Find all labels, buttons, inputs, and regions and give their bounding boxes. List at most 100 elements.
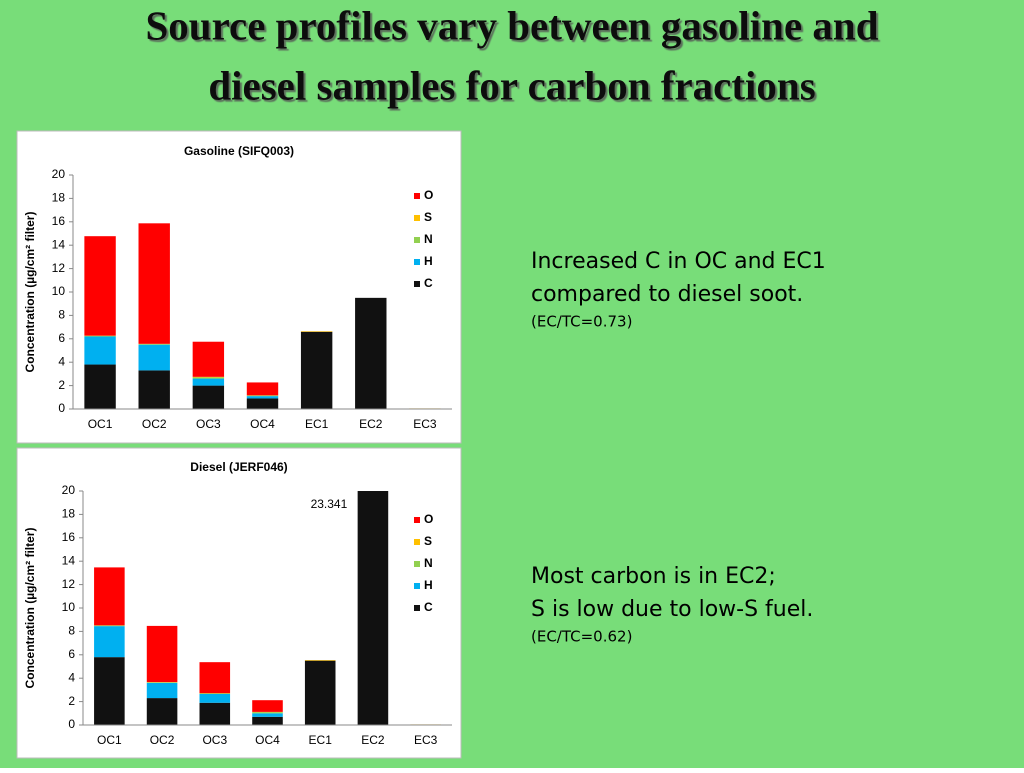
bar-segment: [139, 345, 170, 371]
x-tick-label: EC3: [414, 733, 438, 747]
note: compared to diesel soot.: [531, 282, 803, 307]
bar-segment: [94, 657, 125, 725]
bar-segment: [301, 331, 332, 332]
x-tick-label: EC2: [361, 733, 385, 747]
data-label: 23.341: [311, 497, 348, 511]
x-tick-label: OC2: [142, 417, 167, 431]
y-tick-label: 20: [52, 167, 66, 181]
bar-segment: [301, 332, 332, 409]
note-small: (EC/TC=0.62): [531, 628, 632, 646]
bar-segment: [193, 379, 224, 386]
x-tick-label: EC2: [359, 417, 383, 431]
legend-swatch: [414, 281, 420, 287]
y-tick-label: 14: [62, 553, 76, 567]
x-tick-label: OC3: [202, 733, 227, 747]
legend-label: C: [424, 276, 433, 290]
bar-segment: [193, 342, 224, 377]
bar-segment: [247, 396, 278, 397]
bar-segment: [193, 377, 224, 378]
legend-label: N: [424, 232, 433, 246]
bar-segment: [94, 626, 125, 657]
x-tick-label: OC3: [196, 417, 221, 431]
legend-label: S: [424, 210, 432, 224]
bar-segment: [247, 396, 278, 398]
bar-segment: [193, 377, 224, 378]
y-tick-label: 8: [68, 624, 75, 638]
legend-label: N: [424, 556, 433, 570]
legend-swatch: [414, 215, 420, 221]
legend-swatch: [414, 561, 420, 567]
y-tick-label: 12: [52, 261, 66, 275]
bar-segment: [199, 703, 230, 725]
note: Increased C in OC and EC1: [531, 249, 826, 274]
bar-segment: [147, 698, 178, 725]
bar-segment: [252, 713, 283, 717]
y-tick-label: 12: [62, 577, 76, 591]
legend-swatch: [414, 237, 420, 243]
bar-segment: [252, 700, 283, 712]
x-tick-label: EC1: [309, 733, 333, 747]
x-tick-label: OC4: [250, 417, 275, 431]
bar-segment: [247, 382, 278, 395]
y-tick-label: 10: [52, 284, 66, 298]
bar-segment: [252, 717, 283, 725]
bar-segment: [193, 386, 224, 409]
bar-segment: [199, 662, 230, 693]
bar-segment: [355, 298, 386, 409]
y-tick-label: 6: [58, 331, 65, 345]
y-tick-label: 14: [52, 237, 66, 251]
bar-segment: [84, 365, 115, 409]
legend-label: O: [424, 512, 433, 526]
x-tick-label: EC1: [305, 417, 329, 431]
bar-segment: [305, 660, 336, 661]
bar-segment: [84, 336, 115, 337]
legend-label: S: [424, 534, 432, 548]
y-tick-label: 2: [58, 378, 65, 392]
note: S is low due to low-S fuel.: [531, 597, 813, 622]
y-tick-label: 0: [58, 401, 65, 415]
bar-segment: [84, 336, 115, 364]
legend-swatch: [414, 517, 420, 523]
legend-swatch: [414, 259, 420, 265]
y-tick-label: 18: [62, 507, 76, 521]
y-tick-label: 18: [52, 191, 66, 205]
legend-swatch: [414, 583, 420, 589]
bar-segment: [94, 567, 125, 625]
x-tick-label: OC4: [255, 733, 280, 747]
y-tick-label: 2: [68, 694, 75, 708]
y-tick-label: 16: [62, 530, 76, 544]
chart-title: Gasoline (SIFQ003): [184, 144, 294, 158]
y-axis-label: Concentration (µg/cm² filter): [23, 212, 37, 373]
bar-segment: [147, 682, 178, 683]
chart-frame: [17, 131, 461, 443]
legend-label: O: [424, 188, 433, 202]
legend-swatch: [414, 539, 420, 545]
slide-title: Source profiles vary between gasoline an…: [145, 2, 878, 48]
y-tick-label: 4: [58, 354, 65, 368]
y-tick-label: 6: [68, 647, 75, 661]
bar-segment: [199, 694, 230, 703]
bar-segment: [139, 370, 170, 409]
note: Most carbon is in EC2;: [531, 564, 776, 589]
x-tick-label: OC2: [150, 733, 175, 747]
bar-segment: [305, 661, 336, 725]
y-tick-label: 16: [52, 214, 66, 228]
bar-segment: [147, 683, 178, 698]
legend-label: C: [424, 600, 433, 614]
legend-swatch: [414, 193, 420, 199]
chart-frame: [17, 448, 461, 758]
bar-segment: [139, 344, 170, 345]
y-tick-label: 0: [68, 717, 75, 731]
y-tick-label: 4: [68, 670, 75, 684]
x-tick-label: EC3: [413, 417, 437, 431]
y-tick-label: 10: [62, 600, 76, 614]
slide-title: diesel samples for carbon fractions: [208, 62, 815, 108]
y-tick-label: 8: [58, 308, 65, 322]
bar-segment: [139, 223, 170, 344]
bar-segment: [84, 236, 115, 335]
legend-label: H: [424, 578, 433, 592]
x-tick-label: OC1: [88, 417, 113, 431]
bar-segment: [252, 712, 283, 713]
y-axis-label: Concentration (µg/cm² filter): [23, 528, 37, 689]
y-tick-label: 20: [62, 483, 76, 497]
